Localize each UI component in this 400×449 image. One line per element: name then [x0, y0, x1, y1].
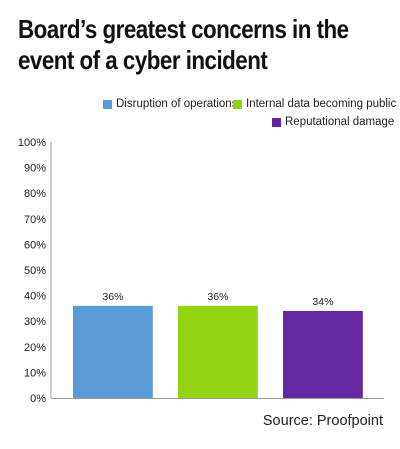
legend-swatch-disruption: [103, 99, 112, 109]
data-label-3: 34%: [312, 296, 333, 308]
y-tick-label: 40%: [24, 291, 46, 303]
y-tick-label: 50%: [24, 265, 46, 277]
legend-item-disruption: Disruption of operations: [103, 98, 237, 110]
legend-item-reputational: Reputational damage: [272, 116, 394, 128]
legend-label-reputational: Reputational damage: [285, 116, 395, 128]
bar-1: [73, 305, 153, 398]
bar-3: [283, 310, 363, 398]
y-tick-label: 70%: [24, 214, 46, 226]
source-note: Source: Proofpoint: [262, 413, 383, 429]
y-tick-label: 10%: [24, 367, 46, 379]
data-label-2: 36%: [207, 291, 228, 303]
y-tick-label: 90%: [24, 163, 46, 175]
legend-label-internal-data: Internal data becoming public: [246, 98, 397, 110]
legend-label-disruption: Disruption of operations: [116, 98, 238, 110]
title-line-2: event of a cyber incident: [18, 45, 268, 75]
y-tick-label: 20%: [24, 342, 46, 354]
y-tick-label: 30%: [24, 316, 46, 328]
bar-2: [178, 305, 258, 398]
legend-swatch-internal-data: [233, 99, 242, 109]
chart-title: Board’s greatest concerns in the event o…: [18, 14, 349, 76]
data-label-1: 36%: [102, 291, 123, 303]
y-tick-label: 100%: [18, 137, 46, 149]
title-line-1: Board’s greatest concerns in the: [18, 14, 349, 44]
y-tick-label: 80%: [24, 188, 46, 200]
y-tick-label: 60%: [24, 239, 46, 251]
legend-swatch-reputational: [272, 117, 281, 127]
legend-item-internal-data: Internal data becoming public: [233, 98, 396, 110]
y-tick-label: 0%: [30, 393, 46, 405]
